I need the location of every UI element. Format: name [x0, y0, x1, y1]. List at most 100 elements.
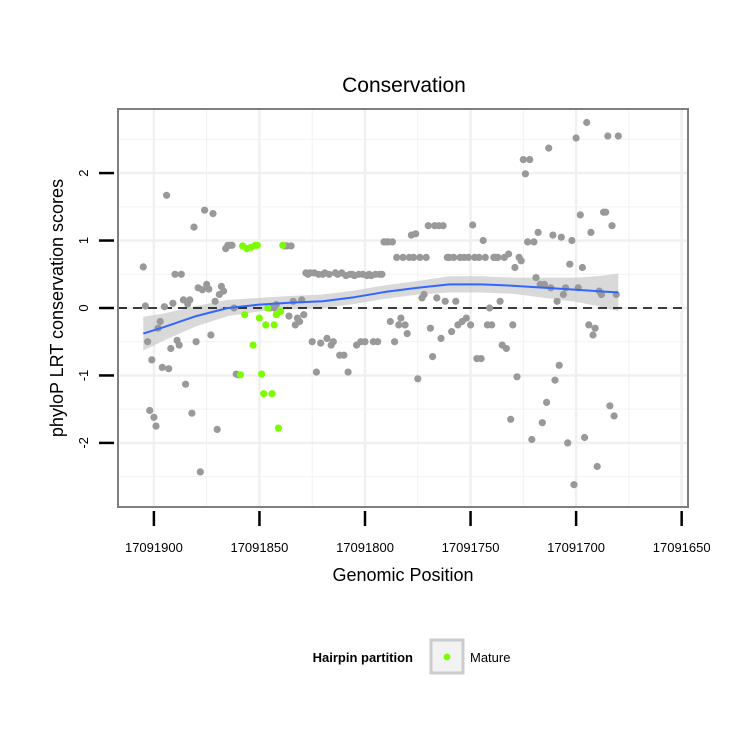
- data-point-other: [211, 297, 219, 305]
- data-point-other: [391, 338, 399, 346]
- other-points: [139, 118, 622, 489]
- data-point-other: [177, 270, 185, 278]
- data-point-other: [568, 236, 576, 245]
- data-point-other: [429, 353, 437, 361]
- data-point-other: [308, 338, 316, 346]
- data-point-other: [175, 341, 183, 349]
- smooth-trend-line: [142, 283, 619, 335]
- data-point-other: [329, 338, 337, 346]
- data-point-other: [433, 294, 441, 302]
- legend: Hairpin partition Mature: [313, 638, 510, 675]
- data-point-other: [220, 287, 228, 295]
- data-point-other: [158, 363, 166, 371]
- data-point-other: [511, 263, 519, 272]
- data-point-other: [507, 415, 515, 423]
- data-point-other: [414, 375, 422, 383]
- confidence-ribbon: [143, 273, 619, 351]
- data-point-mature: [268, 390, 276, 398]
- data-point-other: [486, 304, 494, 312]
- x-axis-title: Genomic Position: [332, 565, 473, 585]
- data-point-mature: [255, 314, 263, 322]
- panel-border: [117, 108, 689, 508]
- data-point-other: [386, 317, 394, 326]
- plot-panel: [117, 108, 689, 508]
- legend-key-mature-icon: [443, 653, 451, 661]
- y-tick-label: 1: [76, 237, 91, 244]
- data-point-other: [192, 338, 200, 346]
- data-point-other: [437, 334, 445, 342]
- data-point-mature: [253, 241, 261, 249]
- data-point-other: [374, 338, 382, 346]
- data-point-other: [587, 228, 595, 236]
- data-point-other: [583, 118, 591, 127]
- data-point-other: [608, 222, 616, 230]
- data-point-other: [152, 422, 160, 430]
- data-point-other: [426, 324, 434, 332]
- data-point-other: [524, 238, 532, 246]
- data-point-other: [581, 433, 589, 442]
- data-point-other: [205, 285, 213, 293]
- y-axis-title: phyloP LRT conservation scores: [47, 179, 67, 437]
- data-point-other: [475, 253, 483, 261]
- mature-points: [236, 241, 287, 432]
- data-point-mature: [241, 311, 249, 319]
- y-tick-label: -2: [76, 437, 91, 449]
- data-point-other: [146, 406, 154, 415]
- data-point-other: [207, 331, 215, 339]
- data-point-mature: [264, 304, 272, 312]
- data-point-other: [148, 356, 156, 364]
- data-point-other: [160, 303, 168, 311]
- data-point-other: [559, 290, 568, 299]
- legend-label-mature: Mature: [470, 650, 510, 665]
- data-point-other: [479, 236, 487, 245]
- data-point-other: [549, 231, 557, 239]
- data-point-other: [494, 253, 502, 261]
- legend-title: Hairpin partition: [313, 650, 413, 665]
- data-point-other: [416, 253, 424, 261]
- data-point-other: [545, 144, 553, 152]
- data-point-other: [150, 413, 158, 421]
- data-point-other: [602, 208, 610, 216]
- data-point-other: [323, 334, 331, 342]
- data-point-other: [165, 365, 173, 373]
- data-point-other: [399, 253, 407, 261]
- data-point-other: [585, 321, 593, 329]
- data-point-other: [289, 297, 297, 305]
- data-point-other: [340, 351, 348, 359]
- data-point-other: [448, 328, 456, 336]
- data-point-other: [526, 156, 534, 164]
- data-point-other: [469, 221, 477, 229]
- data-point-other: [543, 398, 551, 406]
- y-tick-label: 0: [76, 304, 91, 311]
- data-point-other: [496, 297, 504, 305]
- data-point-other: [488, 321, 496, 329]
- data-point-other: [614, 132, 622, 140]
- data-point-other: [395, 321, 403, 329]
- data-point-other: [190, 223, 198, 231]
- data-point-mature: [249, 341, 257, 349]
- data-point-other: [163, 191, 171, 199]
- x-tick-label: 17091750: [442, 540, 500, 555]
- data-point-other: [589, 331, 597, 339]
- data-point-other: [171, 270, 179, 278]
- data-point-other: [198, 286, 206, 294]
- y-tick-label: -1: [76, 370, 91, 382]
- data-point-other: [553, 297, 561, 305]
- data-point-other: [182, 380, 190, 388]
- data-point-other: [597, 290, 606, 299]
- data-point-other: [296, 317, 304, 326]
- y-axis: -2 -1 0 1 2: [76, 169, 114, 449]
- data-point-other: [564, 439, 572, 447]
- data-point-mature: [258, 370, 266, 378]
- data-point-other: [467, 321, 475, 329]
- x-axis: 17091900 17091850 17091800 17091750 17091700…: [125, 511, 711, 555]
- data-point-other: [388, 238, 396, 246]
- data-point-other: [477, 355, 485, 363]
- data-point-other: [188, 409, 196, 417]
- data-point-other: [572, 134, 580, 142]
- data-point-other: [576, 211, 584, 219]
- data-point-other: [591, 324, 599, 332]
- data-point-other: [300, 311, 308, 319]
- data-point-other: [209, 210, 217, 218]
- data-point-mature: [274, 424, 282, 432]
